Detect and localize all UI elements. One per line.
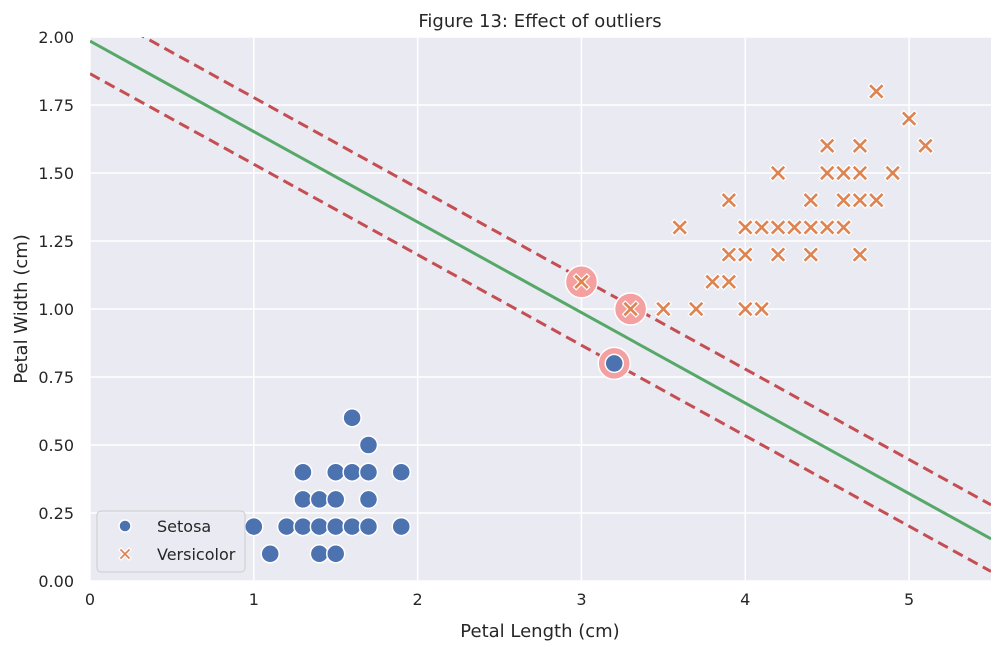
- y-tick-label: 0.75: [38, 368, 74, 387]
- versicolor-point: [720, 191, 738, 210]
- setosa-point: [342, 408, 362, 428]
- setosa-point: [309, 516, 330, 537]
- versicolor-point: [834, 164, 853, 182]
- versicolor-point: [621, 300, 640, 318]
- versicolor-point: [752, 218, 771, 237]
- setosa-point: [325, 516, 346, 537]
- legend-box: [96, 510, 246, 573]
- versicolor-point: [736, 245, 755, 264]
- versicolor-point: [801, 218, 820, 237]
- x-tick-label: 3: [576, 590, 586, 609]
- x-tick-label: 1: [249, 590, 259, 609]
- y-tick-label: 1.00: [38, 300, 74, 319]
- setosa-point: [604, 353, 624, 374]
- legend-marker-setosa: [118, 519, 132, 533]
- chart-title: Figure 13: Effect of outliers: [418, 11, 661, 32]
- versicolor-point: [818, 164, 837, 182]
- model-lines: [90, 37, 991, 573]
- x-axis-label: Petal Length (cm): [460, 621, 619, 642]
- versicolor-point: [654, 300, 673, 318]
- versicolor-point: [851, 245, 869, 264]
- versicolor-point: [670, 218, 689, 237]
- versicolor-point: [736, 218, 755, 237]
- setosa-point: [276, 516, 297, 537]
- legend-marker-versicolor-glyph: [118, 547, 132, 561]
- versicolor-point: [801, 191, 820, 210]
- setosa-point: [342, 516, 362, 537]
- setosa-point: [391, 516, 412, 537]
- versicolor-point: [769, 164, 787, 182]
- y-tick-label: 1.25: [38, 232, 74, 251]
- y-tick-label: 1.50: [38, 164, 74, 183]
- setosa-point: [293, 489, 313, 510]
- versicolor-point: [834, 218, 853, 237]
- setosa-point: [309, 489, 330, 510]
- x-tick-label: 4: [740, 590, 750, 609]
- versicolor-point: [867, 191, 886, 210]
- y-axis-label: Petal Width (cm): [11, 234, 32, 384]
- versicolor-point: [720, 245, 738, 264]
- setosa-point: [293, 462, 313, 482]
- setosa-point: [358, 489, 379, 510]
- legend-label-setosa: Setosa: [157, 517, 211, 536]
- setosa-point: [325, 544, 346, 564]
- setosa-point: [325, 489, 346, 510]
- data-points: [244, 82, 935, 564]
- versicolor-point: [572, 272, 591, 291]
- setosa-point: [391, 462, 412, 482]
- setosa-point: [358, 462, 379, 482]
- versicolor-point: [687, 300, 705, 318]
- versicolor-point: [785, 218, 804, 237]
- x-tick-label: 5: [904, 590, 914, 609]
- y-tick-label: 0.25: [38, 504, 74, 523]
- setosa-point: [293, 516, 313, 537]
- versicolor-point: [867, 82, 886, 101]
- versicolor-point: [736, 300, 755, 318]
- versicolor-point: [769, 245, 787, 264]
- versicolor-point: [818, 218, 837, 237]
- legend-marker-versicolor: [118, 547, 132, 561]
- setosa-point: [358, 516, 379, 537]
- y-tick-label: 0.50: [38, 436, 74, 455]
- versicolor-point: [851, 164, 869, 182]
- versicolor-point: [834, 191, 853, 210]
- x-tick-label: 0: [85, 590, 95, 609]
- legend: Setosa Versicolor: [96, 510, 246, 573]
- versicolor-point: [916, 136, 935, 155]
- versicolor-point: [769, 218, 787, 237]
- versicolor-point: [752, 300, 771, 318]
- versicolor-point: [818, 136, 837, 155]
- setosa-point: [244, 516, 264, 537]
- versicolor-point: [703, 272, 722, 291]
- versicolor-point: [900, 109, 918, 128]
- legend-marker-setosa-glyph: [118, 519, 132, 533]
- margin-line: [141, 37, 991, 507]
- versicolor-point: [851, 191, 869, 210]
- versicolor-point: [883, 164, 902, 182]
- versicolor-point: [801, 245, 820, 264]
- setosa-point: [309, 544, 330, 564]
- setosa-point: [325, 462, 346, 482]
- legend-label-versicolor: Versicolor: [157, 545, 236, 564]
- y-tick-label: 0.00: [38, 572, 74, 591]
- versicolor-point: [851, 136, 869, 155]
- versicolor-point: [720, 272, 738, 291]
- setosa-point: [260, 544, 280, 564]
- x-tick-label: 2: [413, 590, 423, 609]
- setosa-point: [342, 462, 362, 482]
- setosa-point: [358, 435, 379, 455]
- tick-labels: 0 1 2 3 4 5 0.00 0.25 0.50 0.75 1.00 1.25 1.50 1.75 2.…: [38, 28, 914, 609]
- y-tick-label: 2.00: [38, 28, 74, 47]
- y-tick-label: 1.75: [38, 96, 74, 115]
- margin-line: [90, 72, 991, 573]
- decision-boundary-line: [90, 39, 991, 541]
